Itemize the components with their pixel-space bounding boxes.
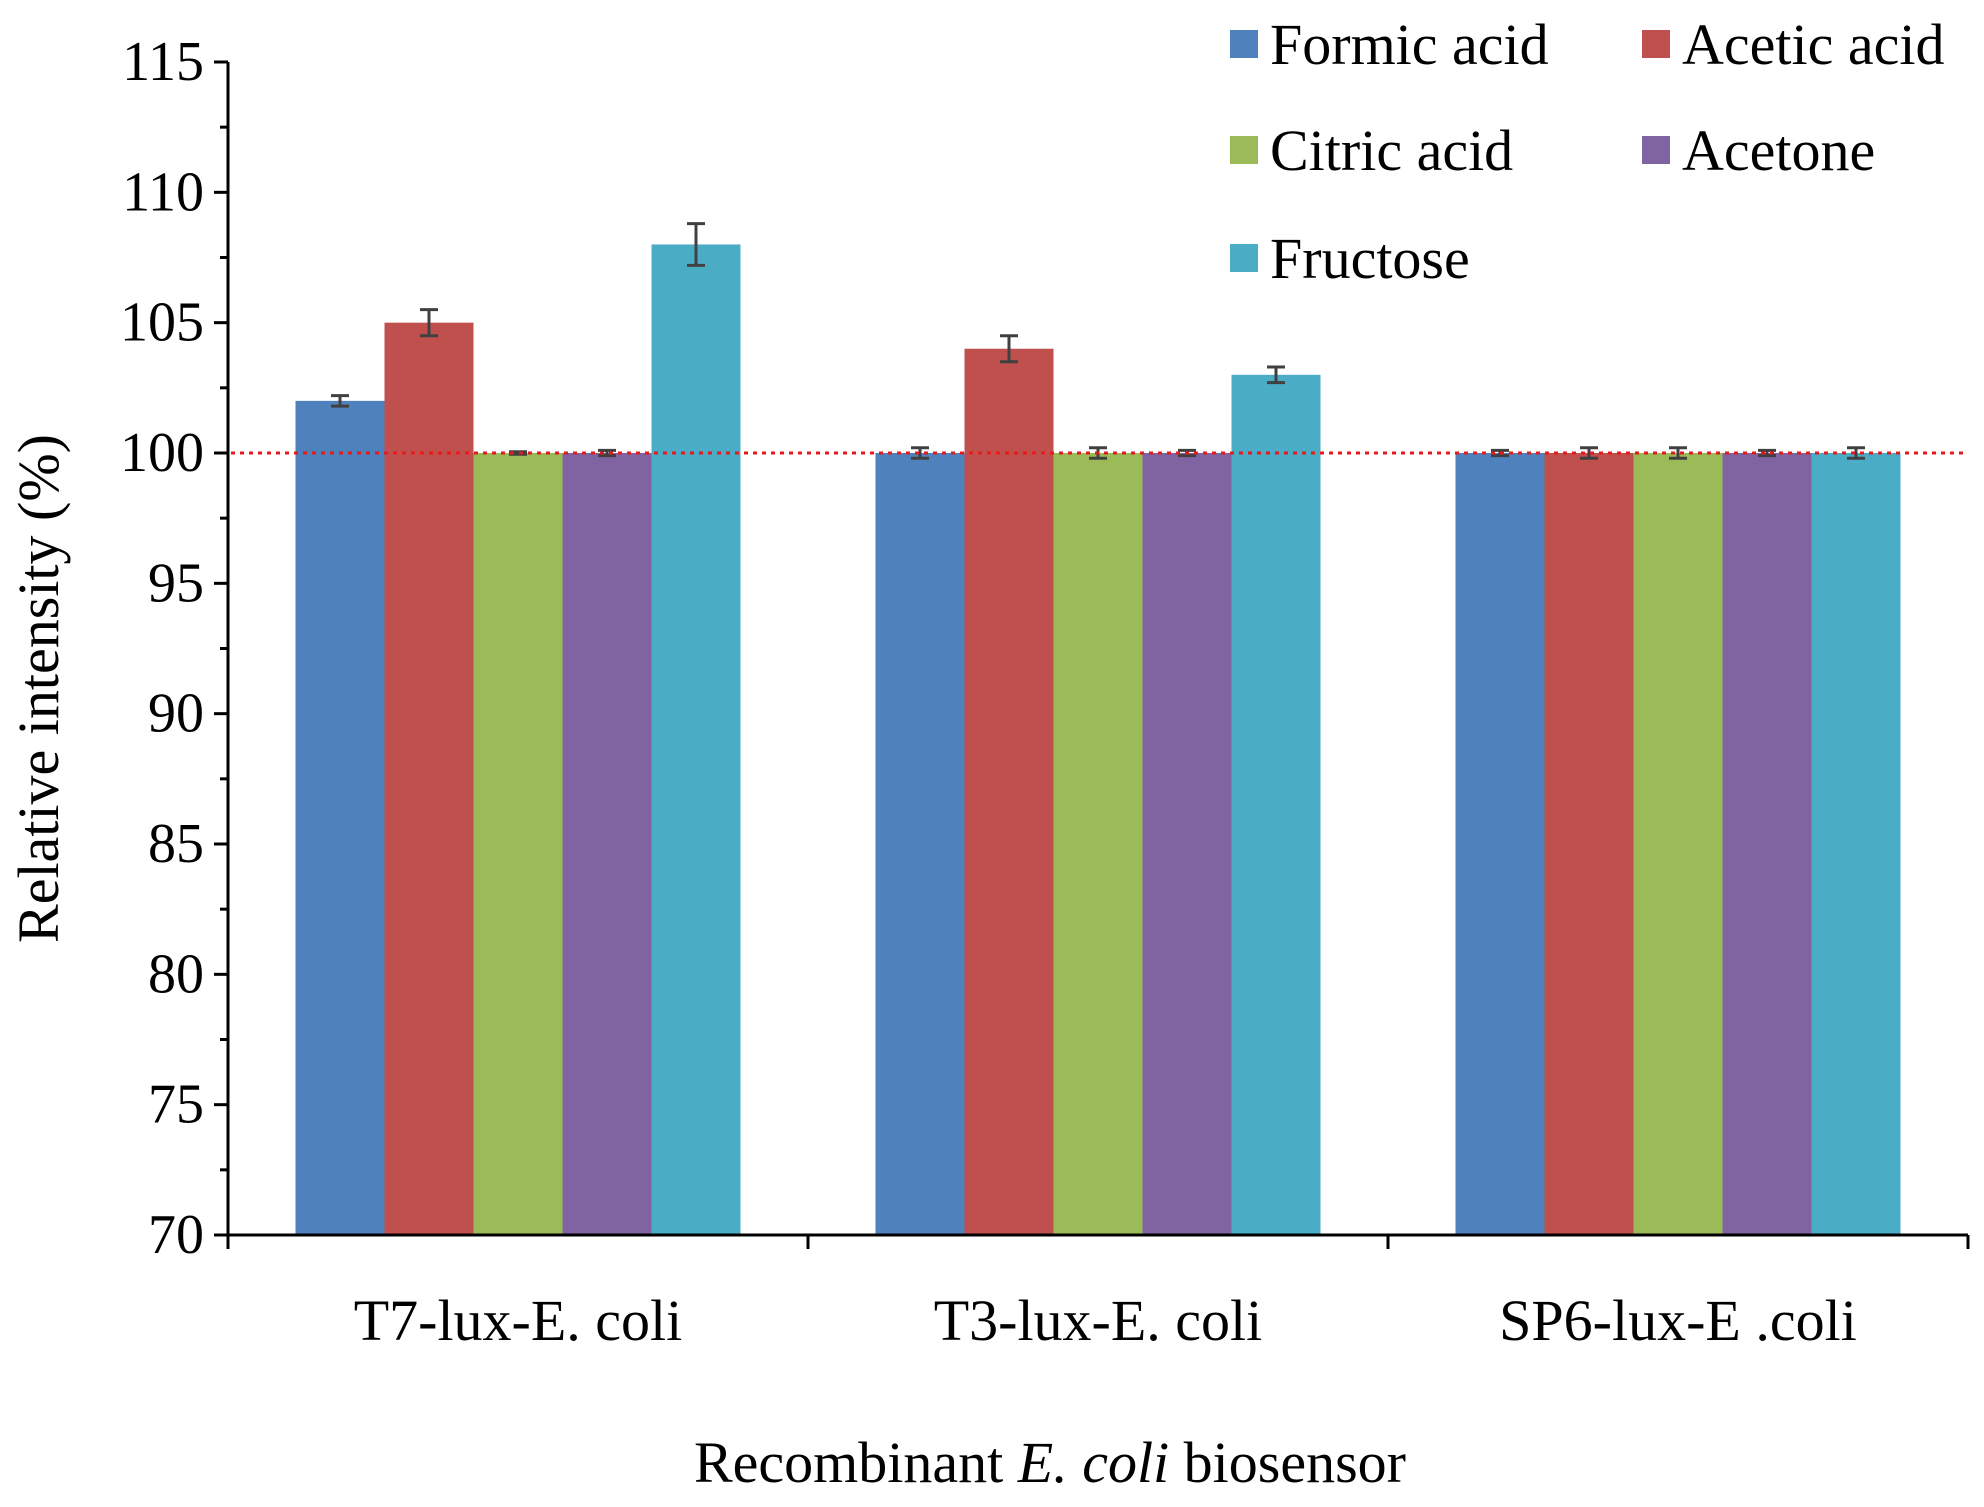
legend: Formic acid Acetic acid Citric acid Acetone… (1230, 12, 1944, 291)
category-label: T3-lux-E. coli (934, 1288, 1263, 1353)
bar-fructose-1 (1231, 374, 1321, 1235)
legend-label: Acetic acid (1682, 12, 1944, 77)
error-bar-acetone-2 (1758, 448, 1776, 458)
y-tick-label: 110 (122, 161, 204, 223)
legend-swatch (1642, 30, 1670, 58)
legend-swatch (1230, 30, 1258, 58)
y-tick-label: 85 (148, 813, 204, 875)
error-bar-acetic-acid-2 (1580, 446, 1598, 460)
error-bar-citric-acid-2 (1669, 446, 1687, 460)
bar-acetic-acid-2 (1544, 453, 1634, 1235)
error-bar-fructose-1 (1267, 365, 1285, 385)
bar-acetone-0 (562, 453, 652, 1235)
bars-layer (295, 244, 1901, 1236)
legend-swatch (1642, 136, 1670, 164)
error-bar-fructose-2 (1847, 446, 1865, 460)
y-tick-label: 90 (148, 683, 204, 745)
bar-formic-acid-2 (1455, 453, 1545, 1235)
x-axis-title: Recombinant E. coli biosensor (694, 1430, 1406, 1495)
legend-item-citric-acid: Citric acid (1230, 118, 1513, 183)
error-bar-formic-acid-0 (331, 394, 349, 408)
error-bar-acetone-0 (598, 448, 616, 458)
y-tick-label: 80 (148, 943, 204, 1005)
bar-acetone-2 (1722, 453, 1812, 1235)
y-axis-title: Relative intensity (%) (6, 434, 71, 943)
legend-swatch (1230, 244, 1258, 272)
error-bar-fructose-0 (687, 222, 705, 267)
bar-fructose-0 (651, 244, 741, 1235)
legend-item-acetone: Acetone (1642, 118, 1875, 183)
bar-citric-acid-0 (473, 453, 563, 1235)
bar-acetic-acid-0 (384, 322, 474, 1236)
bar-citric-acid-2 (1633, 453, 1723, 1235)
category-label: T7-lux-E. coli (354, 1288, 683, 1353)
error-bar-acetic-acid-0 (420, 308, 438, 338)
y-tick-label: 100 (120, 422, 204, 484)
category-labels: T7-lux-E. coli T3-lux-E. coli SP6-lux-E .c… (354, 1288, 1857, 1353)
axes-layer (214, 60, 1970, 1249)
legend-label: Fructose (1270, 226, 1470, 291)
legend-item-fructose: Fructose (1230, 226, 1470, 291)
bar-formic-acid-0 (295, 400, 385, 1235)
y-tick-label: 75 (148, 1074, 204, 1136)
y-tick-label: 105 (120, 292, 204, 354)
legend-item-acetic-acid: Acetic acid (1642, 12, 1944, 77)
legend-swatch (1230, 136, 1258, 164)
y-tick-label: 115 (122, 31, 204, 93)
y-tick-label: 70 (148, 1204, 204, 1266)
legend-label: Acetone (1682, 118, 1875, 183)
legend-item-formic-acid: Formic acid (1230, 12, 1549, 77)
bar-citric-acid-1 (1053, 453, 1143, 1235)
y-tick-label: 95 (148, 552, 204, 614)
legend-label: Citric acid (1270, 118, 1513, 183)
category-label: SP6-lux-E .coli (1499, 1288, 1857, 1353)
error-bars-layer (331, 222, 1865, 460)
bar-fructose-2 (1811, 453, 1901, 1235)
bar-formic-acid-1 (875, 453, 965, 1235)
error-bar-formic-acid-1 (911, 446, 929, 460)
bar-acetic-acid-1 (964, 348, 1054, 1235)
legend-label: Formic acid (1270, 12, 1549, 77)
bar-acetone-1 (1142, 453, 1232, 1235)
error-bar-acetic-acid-1 (1000, 334, 1018, 364)
y-tick-labels: 70 75 80 85 90 95 100 105 110 115 (120, 31, 204, 1266)
